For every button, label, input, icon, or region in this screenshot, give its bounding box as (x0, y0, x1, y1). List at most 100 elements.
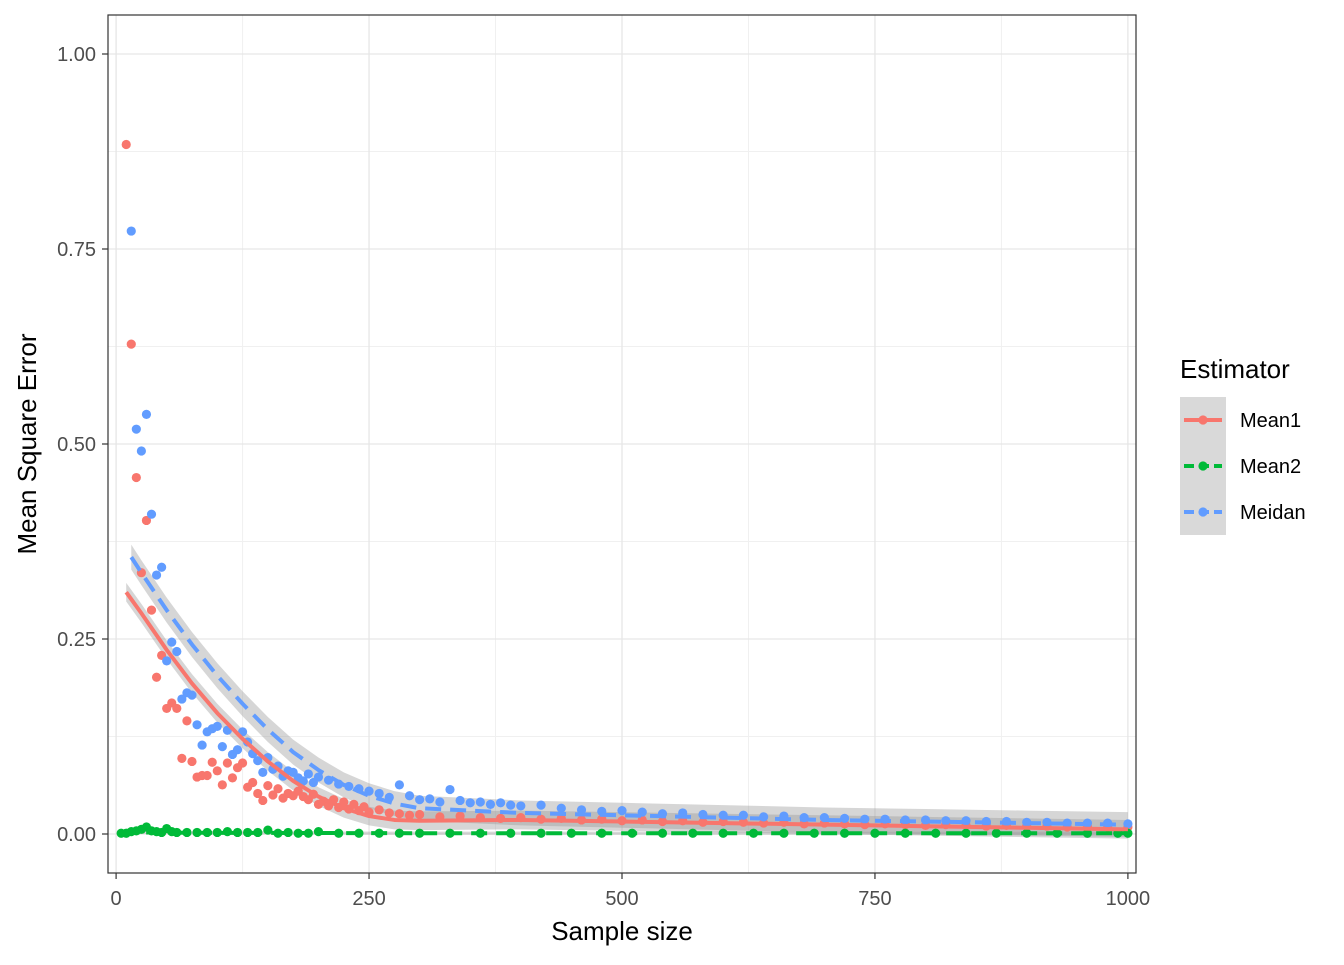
data-point (1042, 817, 1052, 827)
data-point (394, 780, 405, 790)
data-point (182, 716, 192, 726)
data-point (404, 791, 415, 801)
data-point (617, 806, 627, 816)
data-point (126, 339, 136, 349)
data-point (237, 758, 248, 768)
data-point (455, 811, 465, 821)
data-point (136, 446, 146, 456)
data-point (455, 795, 465, 806)
y-axis-title: Mean Square Error (12, 333, 42, 554)
data-point (339, 797, 349, 807)
data-point (506, 800, 516, 810)
data-point (961, 828, 971, 838)
data-point (415, 809, 425, 820)
data-point (207, 757, 217, 767)
data-point (344, 781, 354, 792)
legend-title: Estimator (1180, 354, 1290, 384)
data-point (268, 790, 278, 800)
data-point (227, 773, 238, 783)
legend: Estimator Mean1 Mean2 Meidan (1180, 354, 1306, 535)
y-tick-label: 0.00 (57, 824, 96, 846)
data-point (809, 828, 819, 838)
data-point (172, 703, 182, 714)
data-point (141, 515, 152, 526)
data-point (536, 828, 546, 838)
data-point (374, 805, 384, 815)
data-point (212, 721, 222, 731)
data-point (151, 570, 162, 580)
data-point (839, 828, 850, 838)
data-point (162, 656, 172, 666)
data-point (197, 740, 207, 750)
data-point (253, 788, 263, 799)
data-point (217, 780, 227, 790)
data-point (131, 472, 141, 483)
y-tick-label: 0.50 (57, 434, 96, 456)
x-tick-label: 500 (605, 888, 638, 910)
data-point (384, 808, 394, 818)
legend-label: Mean2 (1240, 456, 1301, 478)
data-point (141, 409, 152, 419)
data-point (253, 756, 263, 766)
data-point (248, 777, 258, 788)
smooth-line-meidan (129, 556, 1128, 827)
data-point (1082, 828, 1093, 838)
data-point (298, 776, 308, 786)
data-point (576, 805, 587, 815)
legend-label: Meidan (1240, 502, 1306, 524)
axes: 0 250 500 750 1000 0.00 0.25 0.50 0.75 1.00 (57, 44, 1150, 910)
x-tick-label: 250 (352, 888, 385, 910)
data-point (313, 827, 324, 837)
data-point (187, 756, 197, 767)
data-point (172, 646, 182, 657)
series-meidan-points (126, 226, 1133, 829)
data-point (425, 794, 435, 804)
y-tick-label: 0.25 (57, 629, 96, 651)
smooth-line-mean1 (124, 591, 1128, 832)
data-point (212, 827, 222, 838)
data-point (151, 672, 162, 682)
data-point (273, 784, 283, 794)
data-point (445, 784, 455, 795)
data-point (263, 825, 273, 835)
data-point (121, 139, 131, 150)
data-point (738, 810, 749, 820)
data-point (303, 769, 313, 779)
x-tick-label: 0 (111, 888, 122, 910)
data-point (313, 772, 324, 782)
data-point (157, 562, 167, 572)
data-point (485, 799, 496, 809)
data-point (394, 809, 405, 819)
data-point (374, 788, 384, 799)
data-point (263, 781, 273, 791)
data-point (217, 742, 227, 752)
x-tick-label: 750 (858, 888, 891, 910)
x-tick-label: 1000 (1106, 888, 1151, 910)
legend-key-point (1198, 507, 1208, 517)
data-point (146, 605, 157, 615)
y-tick-label: 1.00 (57, 44, 96, 66)
data-point (475, 797, 485, 807)
legend-key-point (1198, 415, 1208, 425)
data-point (131, 424, 141, 434)
data-point (177, 694, 187, 704)
x-axis-title: Sample size (551, 916, 693, 946)
smooth-line-mean2 (121, 830, 1128, 836)
data-point (258, 767, 268, 777)
legend-label: Mean1 (1240, 410, 1301, 432)
data-point (187, 690, 197, 700)
data-point (167, 637, 177, 647)
data-point (556, 803, 566, 813)
data-point (222, 758, 232, 768)
data-point (212, 766, 222, 776)
data-point (536, 800, 546, 810)
data-point (415, 828, 425, 838)
data-point (415, 795, 425, 805)
data-point (657, 828, 668, 838)
data-point (177, 753, 187, 763)
data-point (404, 810, 415, 820)
data-point (941, 816, 951, 826)
data-point (839, 813, 850, 824)
